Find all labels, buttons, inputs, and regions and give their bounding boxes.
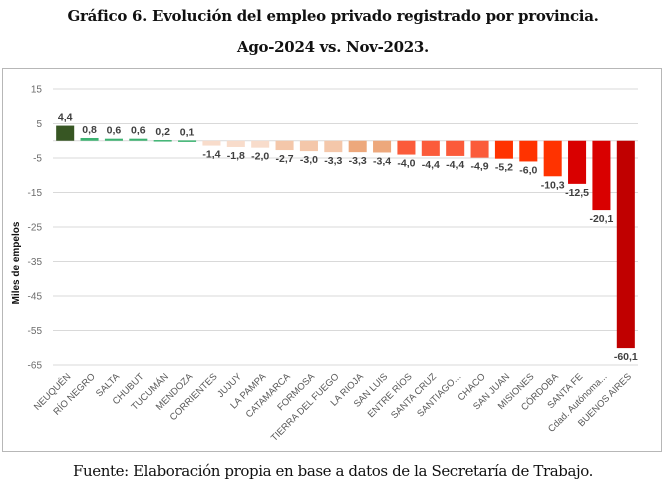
y-tick-label: -25 [28, 223, 43, 234]
data-label: -20,1 [589, 213, 613, 225]
chart-title-line-2: Ago-2024 vs. Nov-2023. [237, 38, 429, 56]
bar [397, 140, 416, 155]
data-label: 4,4 [58, 112, 73, 124]
data-label: 0,2 [155, 126, 170, 138]
data-label: -10,3 [541, 179, 565, 191]
data-labels: 4,4 0,8 0,6 0,6 0,2 0,1 -1,4 -1,8 -2,0 -2,7 -3,0 -3… [58, 112, 638, 364]
bar [543, 140, 562, 177]
data-label: 0,6 [131, 125, 146, 137]
y-axis-label: Miles de empelos [11, 221, 22, 304]
y-tick-label: -5 [33, 154, 42, 165]
data-label: -4,4 [446, 159, 464, 171]
bar [299, 140, 318, 152]
data-label: 0,6 [107, 125, 122, 137]
source-note: Fuente: Elaboración propia en base a dat… [72, 462, 594, 480]
bar [226, 140, 245, 147]
bar [421, 140, 440, 156]
data-label: -5,2 [495, 162, 513, 174]
bar [275, 140, 294, 151]
bar [373, 140, 392, 153]
bar [592, 140, 611, 211]
data-label: 0,8 [82, 124, 97, 136]
bar [348, 140, 367, 153]
bar [178, 140, 197, 142]
gridlines [53, 88, 638, 366]
y-tick-label: -35 [28, 257, 43, 268]
bars [56, 125, 635, 349]
data-label: -1,4 [202, 149, 220, 161]
y-tick-label: -55 [28, 326, 43, 337]
data-label: -60,1 [614, 351, 638, 363]
bar [470, 140, 489, 158]
y-tick-label: -45 [28, 292, 43, 303]
bar [446, 140, 465, 156]
chart-frame [2, 68, 662, 452]
data-label: -2,0 [251, 151, 269, 163]
y-tick-label: -15 [28, 188, 43, 199]
data-label: -4,9 [471, 161, 489, 173]
data-label: -4,4 [422, 159, 440, 171]
y-tick-label: -65 [28, 361, 43, 372]
bar [251, 140, 270, 148]
data-label: -3,3 [349, 155, 367, 167]
bar [153, 140, 172, 142]
bar [519, 140, 538, 162]
bar [129, 138, 148, 141]
bar [56, 125, 75, 141]
data-label: -3,3 [324, 155, 342, 167]
bar [616, 140, 635, 349]
y-tick-label: 5 [36, 119, 42, 130]
bar [104, 138, 123, 141]
data-label: -12,5 [565, 187, 589, 199]
bar [202, 140, 221, 146]
chart-title-line-1: Gráfico 6. Evolución del empleo privado … [67, 7, 599, 25]
bar [568, 140, 587, 184]
data-label: -6,0 [519, 164, 537, 176]
y-tick-label: 15 [31, 85, 43, 96]
data-label: -3,4 [373, 155, 391, 167]
bar [80, 137, 99, 141]
y-axis-ticks: 15 5 -5 -15 -25 -35 -45 -55 -65 [28, 85, 43, 372]
bar [324, 140, 343, 153]
bar [494, 140, 513, 159]
data-label: -3,0 [300, 154, 318, 166]
data-label: -4,0 [397, 158, 415, 170]
data-label: 0,1 [180, 126, 195, 138]
data-label: -1,8 [227, 150, 245, 162]
data-label: -2,7 [276, 153, 294, 165]
